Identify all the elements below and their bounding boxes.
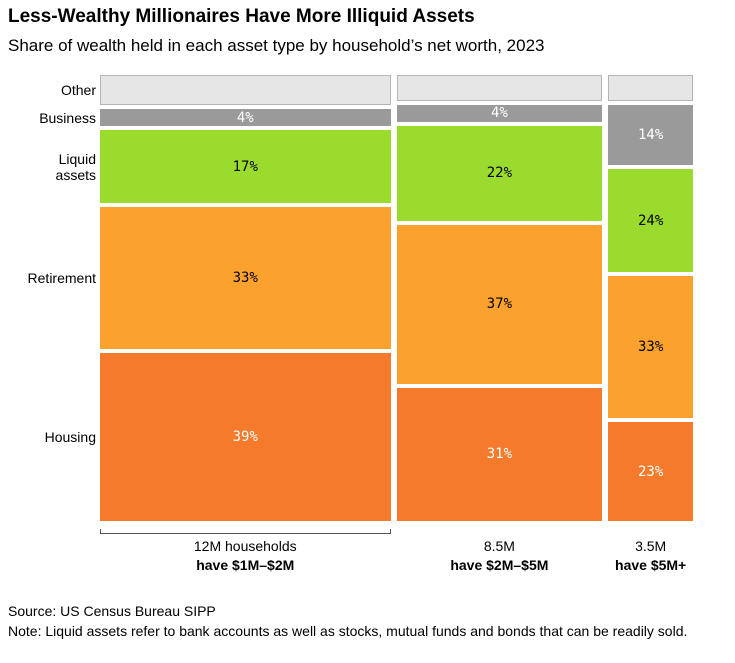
segment: 14% <box>608 104 693 165</box>
series-label: Business <box>39 109 96 126</box>
series-label: Liquid assets <box>55 150 96 183</box>
value-label: 4% <box>490 105 508 122</box>
column-size-label: 12M households <box>193 538 297 554</box>
chart-subtitle: Share of wealth held in each asset type … <box>8 36 545 55</box>
segment: 37% <box>396 224 603 384</box>
column-size-label: 8.5M <box>483 538 515 554</box>
segment: 31% <box>396 387 603 521</box>
series-label: Retirement <box>27 270 96 287</box>
value-label: 37% <box>486 296 513 313</box>
bracket <box>100 529 391 534</box>
segment <box>608 75 693 101</box>
segment: 4% <box>396 104 603 122</box>
value-label: 31% <box>486 446 513 463</box>
value-label: 24% <box>637 212 664 229</box>
source: Source: US Census Bureau SIPP <box>8 603 216 619</box>
value-label: 23% <box>637 463 664 480</box>
segment <box>396 75 603 101</box>
segment: 33% <box>100 207 391 350</box>
column-label: have $2M–$5M <box>450 557 549 573</box>
value-label: 33% <box>637 339 664 356</box>
value-label: 17% <box>232 158 258 175</box>
segment <box>100 75 391 106</box>
segment: 17% <box>100 130 391 204</box>
column-label: have $5M+ <box>615 557 687 573</box>
segment: 39% <box>100 353 391 521</box>
segment: 24% <box>608 169 693 273</box>
value-label: 22% <box>486 165 513 182</box>
column-size-label: 3.5M <box>635 538 667 554</box>
column-label: have $1M–$2M <box>196 557 295 573</box>
value-label: 14% <box>637 126 664 143</box>
segment: 4% <box>100 109 391 127</box>
value-label: 33% <box>232 270 258 287</box>
series-label: Other <box>60 82 96 99</box>
value-label: 4% <box>236 109 254 126</box>
note: Note: Liquid assets refer to bank accoun… <box>8 623 688 639</box>
segment: 33% <box>608 276 693 419</box>
segment: 23% <box>608 422 693 521</box>
value-label: 39% <box>232 429 258 446</box>
segment: 22% <box>396 126 603 221</box>
chart-title: Less-Wealthy Millionaires Have More Illi… <box>8 6 475 27</box>
series-label: Housing <box>44 429 96 446</box>
